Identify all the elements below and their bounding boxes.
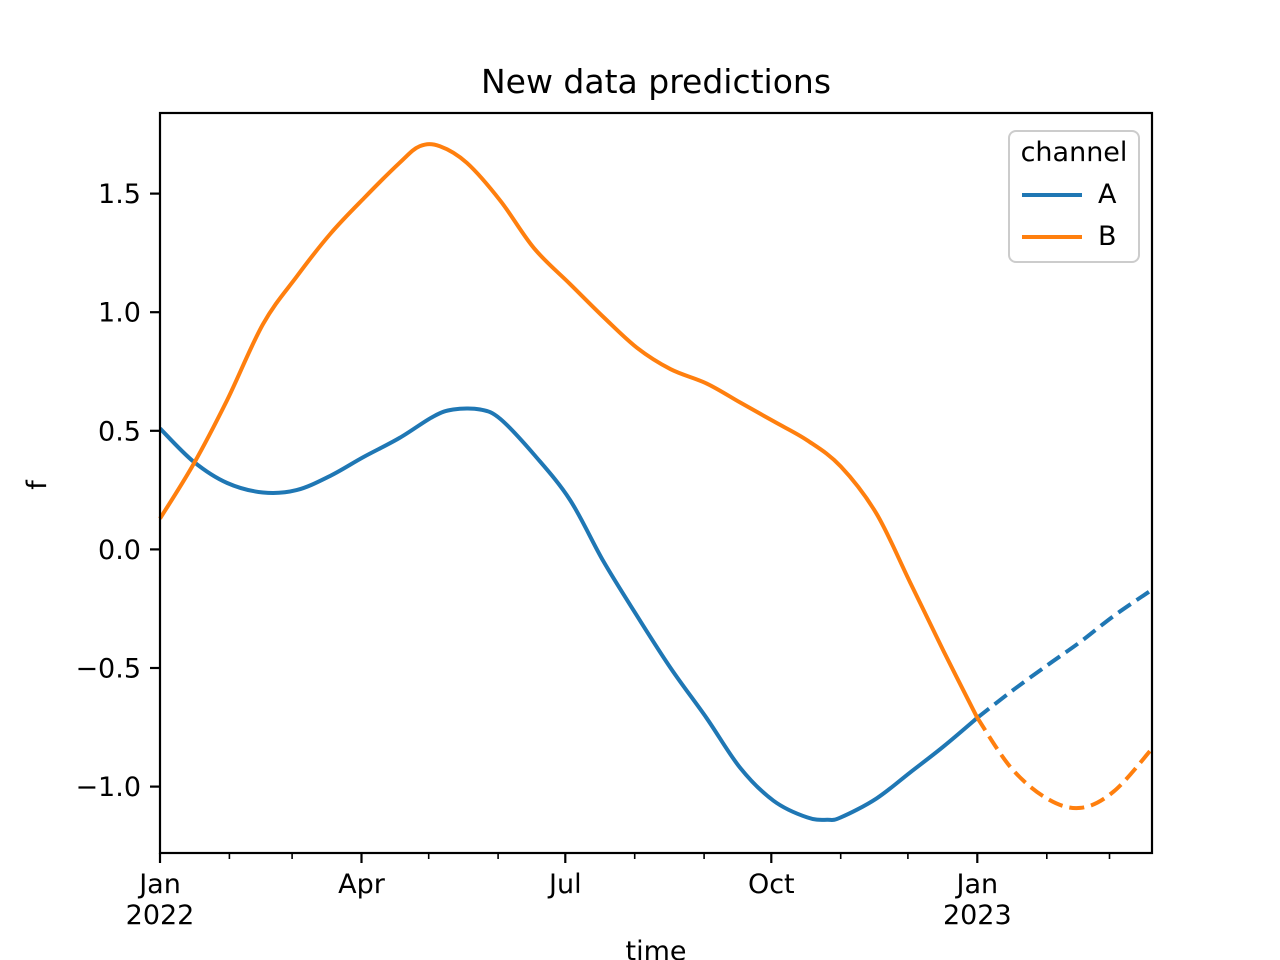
y-tick-label: −1.0 xyxy=(75,772,141,803)
y-tick-label: 1.0 xyxy=(98,298,141,329)
series-a-predicted-line xyxy=(976,588,1154,720)
legend-line-swatch-b xyxy=(1022,235,1082,239)
x-tick-label: Jan 2023 xyxy=(943,869,1012,931)
legend: channel A B xyxy=(1008,130,1140,263)
series-b-predicted-line xyxy=(975,716,1154,811)
legend-entry-a: A xyxy=(1010,179,1138,211)
y-axis-label: f xyxy=(22,480,53,490)
axes-spines xyxy=(158,111,1154,855)
legend-label-b: B xyxy=(1098,221,1117,252)
legend-label-a: A xyxy=(1098,179,1117,210)
chart-title: New data predictions xyxy=(480,62,832,101)
x-tick-label: Jan 2022 xyxy=(126,869,195,931)
x-tick-label: Oct xyxy=(748,869,795,900)
legend-line-swatch-a xyxy=(1022,193,1082,197)
legend-title: channel xyxy=(1020,137,1128,168)
y-tick-label: 0.5 xyxy=(98,416,141,447)
x-axis-label: time xyxy=(625,936,687,960)
y-tick-label: −0.5 xyxy=(75,654,141,685)
legend-entry-b: B xyxy=(1010,221,1138,253)
y-tick-label: 0.0 xyxy=(98,535,141,566)
series-b-observed-line xyxy=(158,142,980,719)
x-tick-label: Apr xyxy=(338,869,386,900)
y-tick-label: 1.5 xyxy=(98,179,141,210)
series-a-observed-line xyxy=(158,406,979,822)
x-tick-label: Jul xyxy=(547,869,582,900)
